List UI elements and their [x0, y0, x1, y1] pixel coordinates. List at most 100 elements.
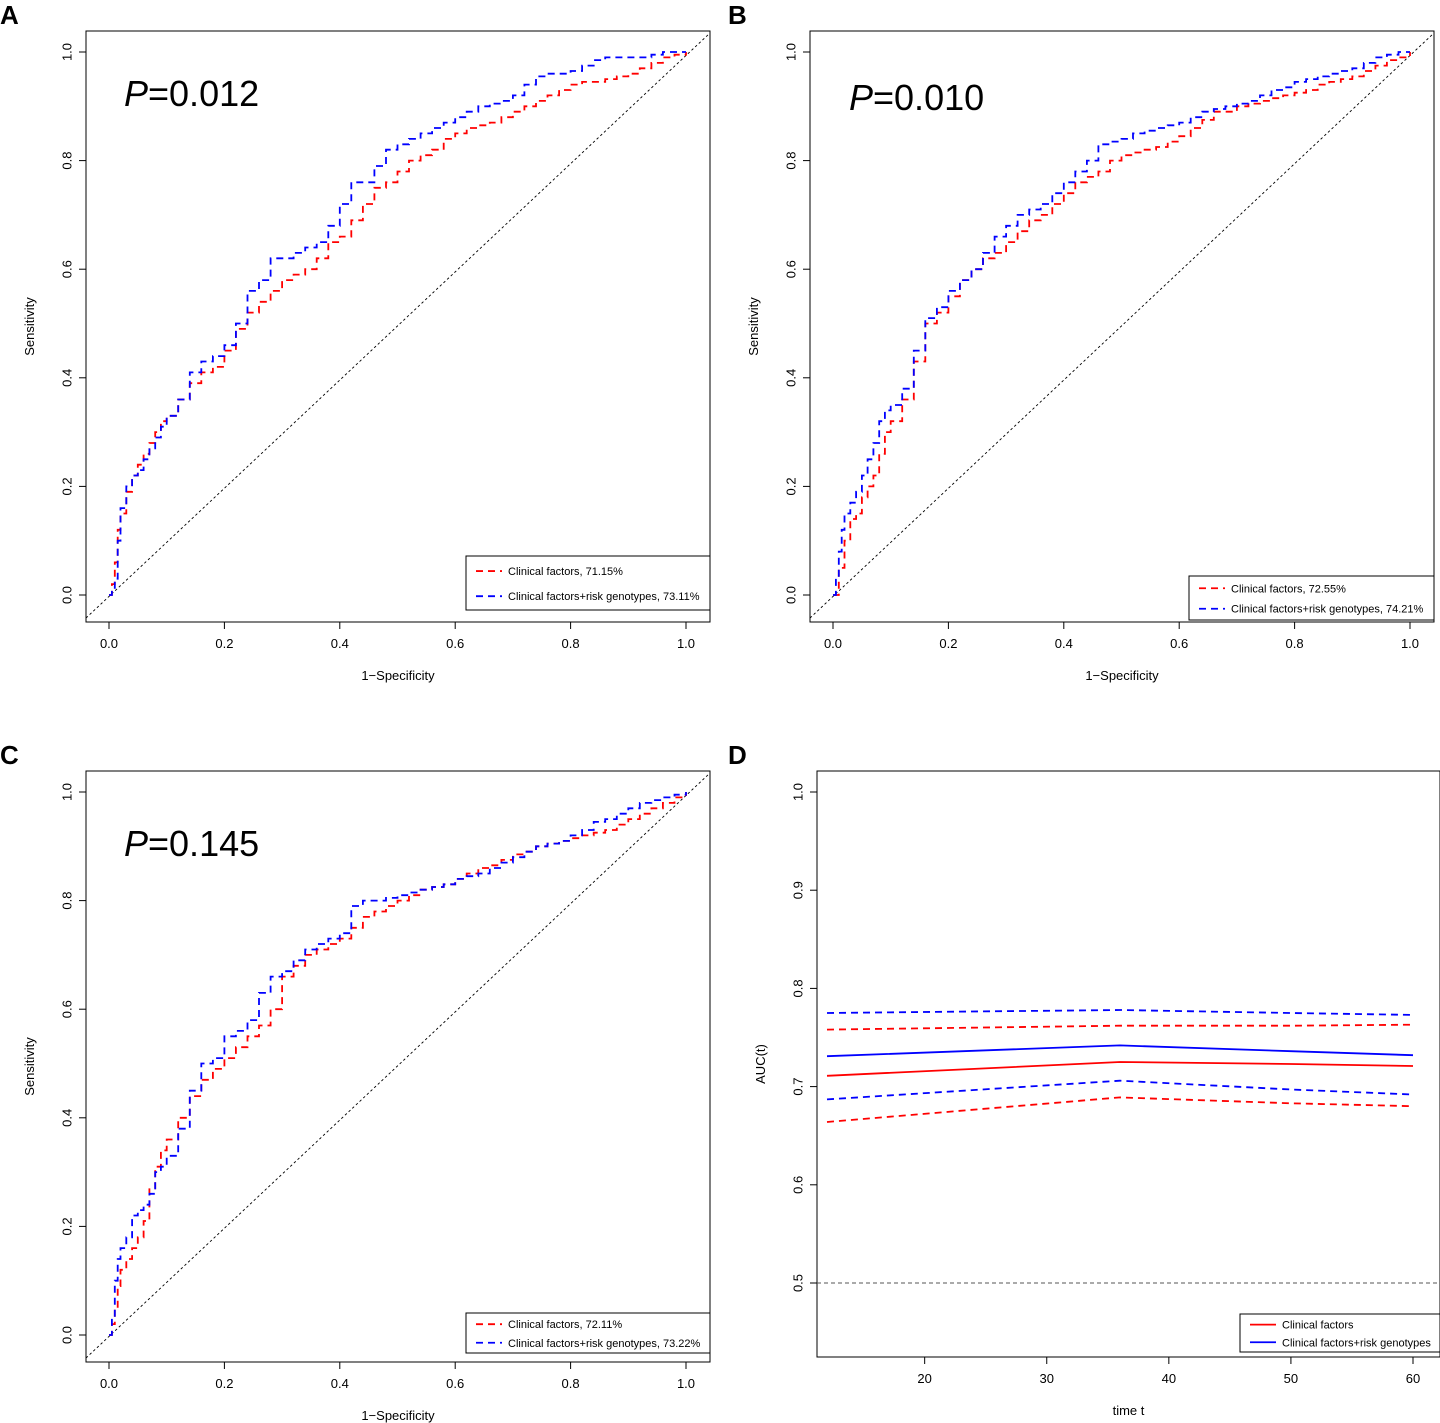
x-tick-label: 0.0 — [100, 1376, 118, 1391]
y-tick-label: 0.4 — [59, 369, 74, 387]
x-tick-label: 0.2 — [215, 1376, 233, 1391]
x-tick-label: 0.8 — [1286, 636, 1304, 651]
y-tick-label: 0.9 — [790, 881, 805, 899]
panel-letter-A: A — [0, 0, 19, 30]
x-tick-label: 0.6 — [1170, 636, 1188, 651]
y-tick-label: 0.5 — [790, 1274, 805, 1292]
p-symbol: P — [124, 823, 148, 864]
x-tick-label: 1.0 — [1401, 636, 1419, 651]
p-symbol: P — [124, 73, 148, 114]
x-axis-label: time t — [1113, 1403, 1145, 1418]
y-tick-label: 1.0 — [59, 783, 74, 801]
legend-label: Clinical factors+risk genotypes — [1282, 1337, 1431, 1349]
y-tick-label: 0.8 — [59, 892, 74, 910]
legend-label: Clinical factors — [1282, 1320, 1354, 1332]
legend: Clinical factors, 71.15% Clinical factors… — [465, 555, 711, 611]
series-line-1 — [109, 52, 687, 596]
panel-letter-B: B — [728, 0, 747, 30]
x-tick-label: 0.2 — [939, 636, 957, 651]
x-tick-label: 0.0 — [100, 636, 118, 651]
x-tick-label: 30 — [1040, 1371, 1054, 1386]
series-line-1 — [109, 792, 687, 1336]
reference-line — [809, 32, 1435, 619]
y-tick-label: 0.0 — [59, 1326, 74, 1344]
y-axis-label: Sensitivity — [22, 1037, 37, 1096]
plot-frame — [85, 30, 711, 623]
legend-box — [465, 1312, 711, 1354]
y-tick-label: 0.0 — [783, 586, 798, 604]
x-tick-label: 1.0 — [677, 1376, 695, 1391]
reference-line — [85, 32, 711, 619]
legend-label: Clinical factors+risk genotypes, 73.11% — [508, 591, 700, 603]
y-tick-label: 0.8 — [59, 152, 74, 170]
x-axis-label: 1−Specificity — [1085, 668, 1159, 683]
y-tick-label: 0.8 — [783, 152, 798, 170]
y-axis-label: AUC(t) — [753, 1044, 768, 1084]
p-symbol: P — [849, 77, 873, 118]
x-tick-label: 0.8 — [562, 636, 580, 651]
series-line-3 — [826, 1023, 1414, 1031]
x-axis-label: 1−Specificity — [361, 1408, 435, 1423]
y-tick-label: 0.6 — [790, 1176, 805, 1194]
x-tick-label: 0.4 — [331, 636, 349, 651]
y-axis-label: Sensitivity — [746, 297, 761, 356]
legend: Clinical factors Clinical factors+risk ge… — [1239, 1313, 1440, 1353]
y-tick-label: 0.6 — [59, 1000, 74, 1018]
panel-letter-D: D — [728, 740, 747, 770]
series-line-1 — [833, 52, 1411, 596]
p-value-label: P=0.012 — [124, 73, 259, 114]
panel-B: B 0.0 0.2 0.4 0.6 0.8 1.0 0.0 0.2 0.4 0.6 0.8 1.0 1−S… — [728, 0, 1435, 683]
x-tick-label: 40 — [1162, 1371, 1176, 1386]
x-axis-label: 1−Specificity — [361, 668, 435, 683]
series-line-6 — [826, 1079, 1414, 1101]
x-tick-label: 0.4 — [1055, 636, 1073, 651]
x-tick-label: 0.6 — [446, 1376, 464, 1391]
p-value: =0.010 — [873, 77, 984, 118]
series-line-5 — [826, 1009, 1414, 1016]
y-tick-label: 0.6 — [783, 260, 798, 278]
legend: Clinical factors, 72.55% Clinical factors… — [1188, 575, 1435, 621]
panel-A: A 0.0 0.2 0.4 0.6 0.8 1.0 0.0 0.2 0.4 0.6 0.8 1.0 1−S… — [0, 0, 711, 683]
p-value-label: P=0.145 — [124, 823, 259, 864]
y-tick-label: 0.0 — [59, 586, 74, 604]
y-tick-label: 1.0 — [790, 783, 805, 801]
y-tick-label: 0.2 — [783, 477, 798, 495]
x-tick-label: 0.8 — [562, 1376, 580, 1391]
x-tick-label: 0.2 — [215, 636, 233, 651]
panel-letter-C: C — [0, 740, 19, 770]
y-tick-label: 0.4 — [783, 369, 798, 387]
series-line-4 — [826, 1096, 1414, 1123]
panel-C: C 0.0 0.2 0.4 0.6 0.8 1.0 0.0 0.2 0.4 0.6 0.8 1.0 1−S… — [0, 740, 711, 1423]
series-line-2 — [109, 51, 686, 596]
series-line-2 — [833, 51, 1410, 596]
y-tick-label: 1.0 — [59, 43, 74, 61]
legend-box — [1188, 575, 1435, 621]
y-tick-label: 1.0 — [783, 43, 798, 61]
legend-label: Clinical factors+risk genotypes, 74.21% — [1231, 604, 1424, 616]
plot-frame — [816, 770, 1440, 1358]
p-value-label: P=0.010 — [849, 77, 984, 118]
x-tick-label: 60 — [1406, 1371, 1420, 1386]
x-tick-label: 0.4 — [331, 1376, 349, 1391]
x-tick-label: 0.6 — [446, 636, 464, 651]
plot-frame — [809, 30, 1435, 623]
series-line-1 — [826, 1061, 1414, 1077]
legend-label: Clinical factors+risk genotypes, 73.22% — [508, 1338, 701, 1350]
legend-box — [1239, 1313, 1440, 1353]
legend-label: Clinical factors, 71.15% — [508, 566, 623, 578]
y-tick-label: 0.2 — [59, 477, 74, 495]
y-axis-label: Sensitivity — [22, 297, 37, 356]
panel-D: D 20 30 40 50 60 0.5 0.6 0.7 0.8 0.9 1.0 time t AUC(t… — [728, 740, 1440, 1418]
y-tick-label: 0.2 — [59, 1217, 74, 1235]
series-line-2 — [826, 1044, 1414, 1058]
p-value: =0.012 — [148, 73, 259, 114]
y-tick-label: 0.7 — [790, 1078, 805, 1096]
x-tick-label: 1.0 — [677, 636, 695, 651]
series-line-2 — [109, 792, 687, 1336]
p-value: =0.145 — [148, 823, 259, 864]
legend: Clinical factors, 72.11% Clinical factors… — [465, 1312, 711, 1354]
legend-label: Clinical factors, 72.55% — [1231, 583, 1346, 595]
legend-label: Clinical factors, 72.11% — [508, 1319, 622, 1331]
y-tick-label: 0.4 — [59, 1109, 74, 1127]
